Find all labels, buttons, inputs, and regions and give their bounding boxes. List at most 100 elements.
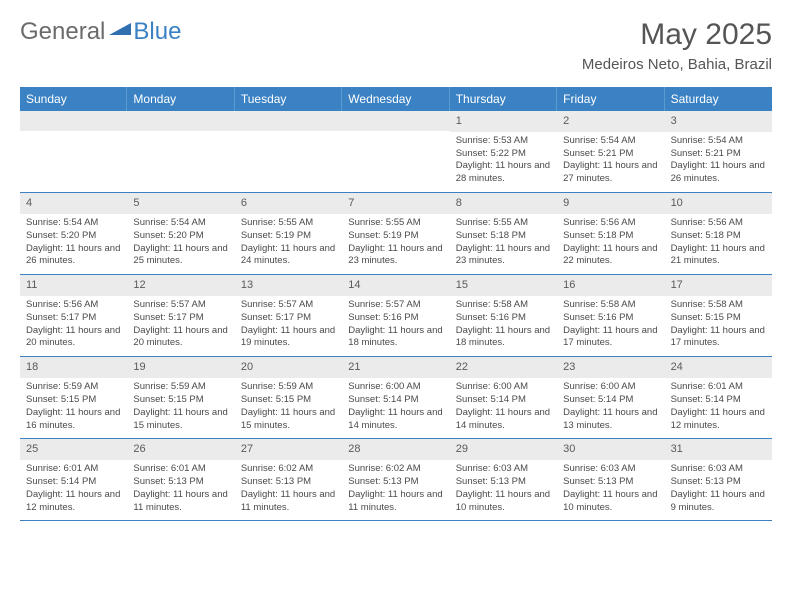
calendar-cell: 19Sunrise: 5:59 AMSunset: 5:15 PMDayligh…: [127, 357, 234, 438]
daylight-text: Daylight: 11 hours and 26 minutes.: [26, 243, 121, 269]
day-details: Sunrise: 6:02 AMSunset: 5:13 PMDaylight:…: [342, 460, 449, 520]
calendar-cell: 14Sunrise: 5:57 AMSunset: 5:16 PMDayligh…: [342, 275, 449, 356]
day-details: Sunrise: 5:54 AMSunset: 5:20 PMDaylight:…: [127, 214, 234, 274]
logo-word2: Blue: [133, 18, 181, 46]
day-number: 8: [450, 193, 557, 214]
calendar-cell: 29Sunrise: 6:03 AMSunset: 5:13 PMDayligh…: [450, 439, 557, 520]
calendar-cell: [127, 111, 234, 192]
sunset-text: Sunset: 5:16 PM: [348, 312, 443, 325]
sunset-text: Sunset: 5:22 PM: [456, 148, 551, 161]
sunrise-text: Sunrise: 5:53 AM: [456, 135, 551, 148]
title-block: May 2025 Medeiros Neto, Bahia, Brazil: [582, 18, 772, 73]
sunset-text: Sunset: 5:18 PM: [456, 230, 551, 243]
day-number: 23: [557, 357, 664, 378]
sunset-text: Sunset: 5:20 PM: [133, 230, 228, 243]
sunrise-text: Sunrise: 6:00 AM: [348, 381, 443, 394]
sunrise-text: Sunrise: 5:58 AM: [671, 299, 766, 312]
calendar-week-row: 25Sunrise: 6:01 AMSunset: 5:14 PMDayligh…: [20, 439, 772, 521]
day-details: Sunrise: 5:56 AMSunset: 5:17 PMDaylight:…: [20, 296, 127, 356]
sunrise-text: Sunrise: 6:03 AM: [563, 463, 658, 476]
day-details: Sunrise: 5:58 AMSunset: 5:15 PMDaylight:…: [665, 296, 772, 356]
daylight-text: Daylight: 11 hours and 20 minutes.: [133, 325, 228, 351]
sunset-text: Sunset: 5:20 PM: [26, 230, 121, 243]
day-details: Sunrise: 5:58 AMSunset: 5:16 PMDaylight:…: [450, 296, 557, 356]
calendar-cell: 6Sunrise: 5:55 AMSunset: 5:19 PMDaylight…: [235, 193, 342, 274]
day-details: Sunrise: 6:00 AMSunset: 5:14 PMDaylight:…: [342, 378, 449, 438]
sunrise-text: Sunrise: 5:54 AM: [563, 135, 658, 148]
logo-word1: General: [20, 18, 105, 46]
calendar-cell: 25Sunrise: 6:01 AMSunset: 5:14 PMDayligh…: [20, 439, 127, 520]
day-number: 6: [235, 193, 342, 214]
calendar-cell: [342, 111, 449, 192]
day-number: 5: [127, 193, 234, 214]
calendar-cell: 27Sunrise: 6:02 AMSunset: 5:13 PMDayligh…: [235, 439, 342, 520]
calendar-cell: 10Sunrise: 5:56 AMSunset: 5:18 PMDayligh…: [665, 193, 772, 274]
calendar-week-row: 11Sunrise: 5:56 AMSunset: 5:17 PMDayligh…: [20, 275, 772, 357]
day-number: 31: [665, 439, 772, 460]
day-details: Sunrise: 5:59 AMSunset: 5:15 PMDaylight:…: [127, 378, 234, 438]
sunset-text: Sunset: 5:13 PM: [671, 476, 766, 489]
sunset-text: Sunset: 5:15 PM: [26, 394, 121, 407]
daylight-text: Daylight: 11 hours and 17 minutes.: [563, 325, 658, 351]
month-title: May 2025: [582, 18, 772, 52]
weekday-header: Tuesday: [235, 87, 342, 111]
sunrise-text: Sunrise: 6:00 AM: [563, 381, 658, 394]
sunrise-text: Sunrise: 5:59 AM: [241, 381, 336, 394]
sunset-text: Sunset: 5:19 PM: [348, 230, 443, 243]
calendar-cell: 8Sunrise: 5:55 AMSunset: 5:18 PMDaylight…: [450, 193, 557, 274]
daylight-text: Daylight: 11 hours and 14 minutes.: [456, 407, 551, 433]
calendar-cell: 24Sunrise: 6:01 AMSunset: 5:14 PMDayligh…: [665, 357, 772, 438]
sunrise-text: Sunrise: 5:59 AM: [133, 381, 228, 394]
daylight-text: Daylight: 11 hours and 11 minutes.: [133, 489, 228, 515]
day-details: Sunrise: 5:56 AMSunset: 5:18 PMDaylight:…: [665, 214, 772, 274]
calendar: SundayMondayTuesdayWednesdayThursdayFrid…: [20, 87, 772, 521]
day-number: 18: [20, 357, 127, 378]
day-details: Sunrise: 6:03 AMSunset: 5:13 PMDaylight:…: [665, 460, 772, 520]
daylight-text: Daylight: 11 hours and 17 minutes.: [671, 325, 766, 351]
day-number: 4: [20, 193, 127, 214]
daylight-text: Daylight: 11 hours and 15 minutes.: [241, 407, 336, 433]
sunset-text: Sunset: 5:14 PM: [348, 394, 443, 407]
daylight-text: Daylight: 11 hours and 11 minutes.: [241, 489, 336, 515]
sunrise-text: Sunrise: 5:54 AM: [26, 217, 121, 230]
calendar-cell: 3Sunrise: 5:54 AMSunset: 5:21 PMDaylight…: [665, 111, 772, 192]
calendar-cell: 12Sunrise: 5:57 AMSunset: 5:17 PMDayligh…: [127, 275, 234, 356]
sunset-text: Sunset: 5:15 PM: [241, 394, 336, 407]
day-number: [20, 111, 127, 131]
day-number: 26: [127, 439, 234, 460]
day-number: 14: [342, 275, 449, 296]
calendar-cell: 5Sunrise: 5:54 AMSunset: 5:20 PMDaylight…: [127, 193, 234, 274]
day-details: Sunrise: 6:00 AMSunset: 5:14 PMDaylight:…: [557, 378, 664, 438]
daylight-text: Daylight: 11 hours and 22 minutes.: [563, 243, 658, 269]
day-number: 28: [342, 439, 449, 460]
sunset-text: Sunset: 5:19 PM: [241, 230, 336, 243]
day-number: 2: [557, 111, 664, 132]
day-details: Sunrise: 5:58 AMSunset: 5:16 PMDaylight:…: [557, 296, 664, 356]
day-number: 10: [665, 193, 772, 214]
day-details: Sunrise: 6:02 AMSunset: 5:13 PMDaylight:…: [235, 460, 342, 520]
sunset-text: Sunset: 5:14 PM: [456, 394, 551, 407]
calendar-cell: 31Sunrise: 6:03 AMSunset: 5:13 PMDayligh…: [665, 439, 772, 520]
sunrise-text: Sunrise: 5:54 AM: [133, 217, 228, 230]
calendar-cell: 21Sunrise: 6:00 AMSunset: 5:14 PMDayligh…: [342, 357, 449, 438]
sunset-text: Sunset: 5:14 PM: [671, 394, 766, 407]
day-number: 19: [127, 357, 234, 378]
sunrise-text: Sunrise: 5:59 AM: [26, 381, 121, 394]
day-number: [127, 111, 234, 131]
sunset-text: Sunset: 5:15 PM: [133, 394, 228, 407]
calendar-week-row: 1Sunrise: 5:53 AMSunset: 5:22 PMDaylight…: [20, 111, 772, 193]
daylight-text: Daylight: 11 hours and 28 minutes.: [456, 160, 551, 186]
calendar-cell: 18Sunrise: 5:59 AMSunset: 5:15 PMDayligh…: [20, 357, 127, 438]
sunset-text: Sunset: 5:16 PM: [563, 312, 658, 325]
weekday-header: Sunday: [20, 87, 127, 111]
daylight-text: Daylight: 11 hours and 18 minutes.: [456, 325, 551, 351]
sunset-text: Sunset: 5:18 PM: [563, 230, 658, 243]
daylight-text: Daylight: 11 hours and 14 minutes.: [348, 407, 443, 433]
day-number: 29: [450, 439, 557, 460]
calendar-header-row: SundayMondayTuesdayWednesdayThursdayFrid…: [20, 87, 772, 111]
daylight-text: Daylight: 11 hours and 27 minutes.: [563, 160, 658, 186]
daylight-text: Daylight: 11 hours and 23 minutes.: [456, 243, 551, 269]
sunrise-text: Sunrise: 6:01 AM: [26, 463, 121, 476]
calendar-cell: 11Sunrise: 5:56 AMSunset: 5:17 PMDayligh…: [20, 275, 127, 356]
calendar-cell: 22Sunrise: 6:00 AMSunset: 5:14 PMDayligh…: [450, 357, 557, 438]
